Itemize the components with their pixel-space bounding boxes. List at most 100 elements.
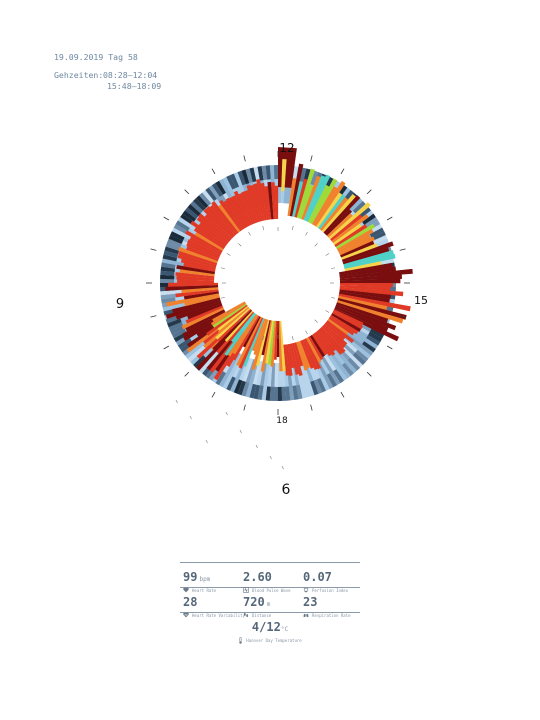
data-segment xyxy=(339,236,375,256)
tick-mark xyxy=(255,444,258,449)
stat-day-temperature: 4/12°C Hanover Day Temperature xyxy=(180,613,360,644)
tick-mark xyxy=(386,345,393,350)
data-segment xyxy=(294,178,308,218)
data-segment xyxy=(336,302,389,323)
tick-mark xyxy=(269,455,272,460)
tick-mark xyxy=(314,243,318,247)
data-segment xyxy=(246,185,261,223)
data-segment xyxy=(287,178,297,217)
data-segment xyxy=(339,289,391,299)
ring-outer-segment xyxy=(355,349,369,363)
data-segment xyxy=(278,320,283,372)
data-segment xyxy=(339,262,393,275)
tick-mark xyxy=(310,155,313,162)
data-segment xyxy=(337,298,407,320)
stat-label: Hanover Day Temperature xyxy=(246,638,302,643)
data-segment xyxy=(306,337,322,363)
data-segment xyxy=(185,230,223,253)
ring-outer-segment xyxy=(182,210,197,222)
data-segment xyxy=(270,320,276,367)
tick-mark xyxy=(325,310,330,313)
data-segment xyxy=(318,328,343,355)
data-segment xyxy=(166,293,220,307)
data-segment xyxy=(218,204,241,233)
data-segment xyxy=(339,291,390,303)
data-segment xyxy=(301,175,321,220)
data-segment xyxy=(338,295,388,311)
data-segment xyxy=(309,178,338,225)
ring-outer-segment xyxy=(352,201,366,214)
walk-time-2: 15:48–18:09 xyxy=(107,81,162,91)
data-segment xyxy=(299,184,314,220)
ring-outer-segment xyxy=(265,386,271,401)
data-segment xyxy=(182,311,226,338)
data-segment xyxy=(344,253,396,269)
data-segment xyxy=(331,214,369,244)
walk-time-1: 08:28–12:04 xyxy=(103,70,158,80)
data-segment xyxy=(232,315,260,361)
data-segment xyxy=(211,201,239,234)
data-segment xyxy=(238,317,264,369)
data-segment xyxy=(181,287,219,294)
tick-mark xyxy=(262,336,265,341)
ring-outer-segment xyxy=(196,195,209,209)
ring-outer-segment xyxy=(253,384,260,400)
ring-outer-segment xyxy=(190,200,204,214)
tick-mark xyxy=(325,253,330,256)
tick-mark xyxy=(184,189,190,195)
data-segment xyxy=(252,318,266,352)
ring-outer-segment xyxy=(245,168,253,183)
stat-distance: 720 m Distance xyxy=(240,588,300,618)
data-segment xyxy=(185,305,224,324)
stat-value: 2.60 xyxy=(243,570,272,584)
tick-mark xyxy=(238,319,242,323)
data-segment xyxy=(186,242,220,259)
data-segment xyxy=(267,181,274,220)
data-segment xyxy=(339,266,396,277)
data-segment xyxy=(292,181,304,217)
data-segment xyxy=(183,291,219,300)
walk-times-label: Gehzeiten: xyxy=(54,70,104,80)
data-segment xyxy=(309,335,326,358)
tick-mark xyxy=(226,253,231,256)
data-segment xyxy=(313,332,332,357)
ring-outer-segment xyxy=(281,386,287,401)
ring-outer-segment xyxy=(212,182,223,197)
ring-outer-segment xyxy=(161,262,176,269)
data-segment xyxy=(225,197,247,229)
stat-label: Heart Rate Variability xyxy=(192,612,245,618)
ring-segment xyxy=(218,352,241,388)
tick-mark xyxy=(238,243,242,247)
ring-segment xyxy=(322,347,348,381)
stat-value: 720 xyxy=(243,595,265,609)
data-segment xyxy=(255,319,270,366)
data-segment xyxy=(176,265,215,275)
ring-outer-segment xyxy=(163,250,179,258)
data-segment xyxy=(251,319,269,370)
data-segment xyxy=(203,208,234,239)
data-segment xyxy=(165,299,221,319)
ring-outer-segment xyxy=(165,242,181,251)
lungs-icon xyxy=(303,612,309,618)
tick-mark xyxy=(239,429,242,434)
ring-outer-segment xyxy=(241,169,250,185)
data-segment xyxy=(231,312,256,343)
tick-mark xyxy=(225,411,228,416)
data-segment xyxy=(212,309,253,351)
stat-value: 28 xyxy=(183,595,198,609)
data-segment xyxy=(325,209,352,236)
tick-mark xyxy=(184,371,190,377)
data-segment xyxy=(271,182,276,220)
tick-mark xyxy=(305,231,308,236)
tick-mark xyxy=(220,296,225,299)
ring-outer-segment xyxy=(249,383,257,399)
data-segment xyxy=(187,239,221,257)
data-segment xyxy=(206,304,248,336)
data-segment xyxy=(244,190,259,223)
data-segment xyxy=(209,204,237,236)
stats-row-1: 99 bpm Heart Rate 2.60 Blood Pulse Wave 0… xyxy=(180,563,360,593)
data-segment xyxy=(242,316,261,348)
data-segment xyxy=(253,183,265,221)
data-segment xyxy=(324,322,346,340)
data-segment xyxy=(315,331,336,356)
